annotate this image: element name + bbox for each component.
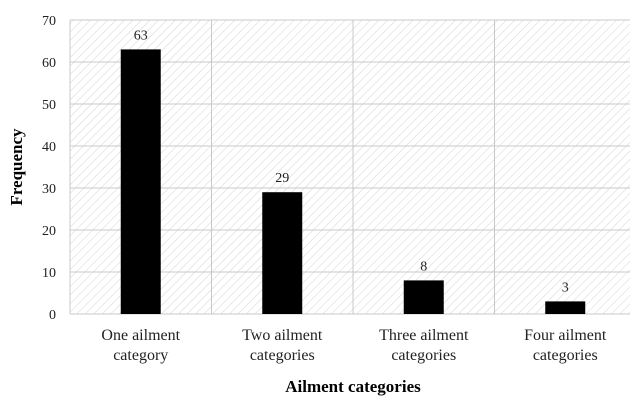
plot-area bbox=[70, 20, 630, 314]
data-label-1: 29 bbox=[275, 171, 289, 186]
data-label-3: 3 bbox=[562, 280, 569, 295]
x-category-labels: One ailment category Two ailment categories… bbox=[101, 327, 606, 364]
y-tick-label-6: 60 bbox=[42, 56, 56, 71]
y-tick-label-3: 30 bbox=[42, 182, 56, 197]
bar-0 bbox=[120, 49, 161, 315]
bar-2 bbox=[403, 280, 444, 314]
bar-3 bbox=[545, 301, 586, 314]
y-axis-title: Frequency bbox=[7, 128, 26, 206]
data-labels: 63 29 8 3 bbox=[134, 28, 569, 295]
gridlines bbox=[69, 19, 630, 315]
category-label-1: Two ailment categories bbox=[242, 327, 323, 364]
y-tick-label-0: 0 bbox=[49, 308, 56, 323]
data-label-2: 8 bbox=[420, 259, 427, 274]
category-label-2: Three ailment categories bbox=[379, 327, 469, 364]
category-label-0: One ailment category bbox=[101, 327, 180, 364]
x-axis-title: Ailment categories bbox=[285, 377, 421, 396]
category-label-3: Four ailment categories bbox=[524, 327, 607, 364]
y-tick-label-4: 40 bbox=[42, 140, 56, 155]
bars bbox=[120, 49, 586, 315]
bar-1 bbox=[262, 192, 303, 314]
y-tick-label-5: 50 bbox=[42, 98, 56, 113]
data-label-0: 63 bbox=[134, 28, 148, 43]
y-tick-label-2: 20 bbox=[42, 224, 56, 239]
y-tick-label-1: 10 bbox=[42, 266, 56, 281]
y-tick-label-7: 70 bbox=[42, 14, 56, 29]
y-tick-labels: 0 10 20 30 40 50 60 70 bbox=[42, 14, 56, 323]
